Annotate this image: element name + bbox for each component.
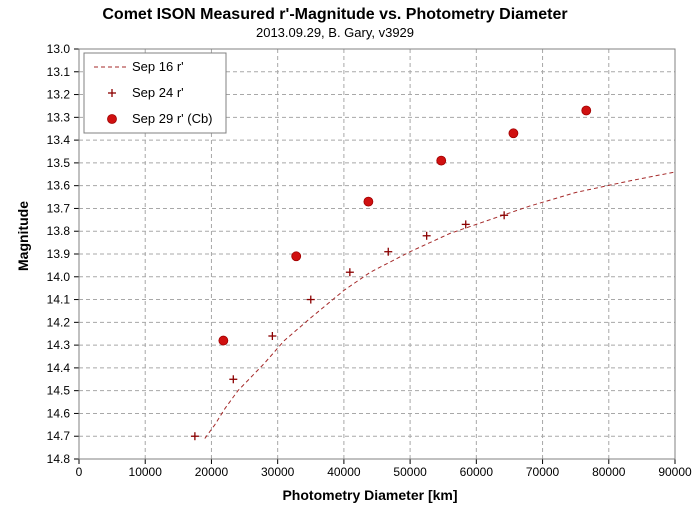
legend-label: Sep 16 r' [132, 59, 184, 74]
y-tick-label: 13.1 [47, 65, 71, 79]
y-axis-label: Magnitude [15, 201, 31, 271]
plot-frame [78, 48, 676, 460]
x-tick-label: 50000 [393, 465, 427, 479]
data-point-sep29 [218, 335, 229, 346]
data-point-sep24 [422, 231, 431, 240]
data-point-sep29 [291, 251, 302, 262]
data-point-sep24 [229, 375, 238, 384]
data-point-sep24 [500, 211, 509, 220]
data-point-sep29 [508, 128, 519, 139]
y-tick-label: 14.1 [47, 293, 71, 307]
x-tick-label: 20000 [195, 465, 229, 479]
legend: Sep 16 r' Sep 24 r' Sep 29 r' (Cb) [83, 52, 227, 134]
y-tick-label: 13.6 [47, 179, 71, 193]
y-tick-label: 13.9 [47, 247, 71, 261]
y-tick-label: 14.2 [47, 315, 71, 329]
y-tick-label: 13.3 [47, 110, 71, 124]
x-tick-label: 10000 [129, 465, 163, 479]
y-tick-label: 13.5 [47, 156, 71, 170]
series-line-sep16 [204, 171, 676, 439]
y-tick-label: 14.5 [47, 384, 71, 398]
x-tick-label: 80000 [592, 465, 626, 479]
legend-label: Sep 24 r' [132, 85, 184, 100]
data-point-sep24 [384, 247, 393, 256]
legend-swatch-sep24 [108, 89, 116, 97]
y-tick-label: 14.4 [47, 361, 71, 375]
x-tick-label: 70000 [526, 465, 560, 479]
x-axis-label: Photometry Diameter [km] [282, 487, 457, 503]
y-tick-label: 13.0 [47, 42, 71, 56]
y-tick-label: 14.7 [47, 429, 71, 443]
chart-subtitle: 2013.09.29, B. Gary, v3929 [256, 25, 414, 40]
y-tick-label: 14.0 [47, 270, 71, 284]
chart-title: Comet ISON Measured r'-Magnitude vs. Pho… [102, 6, 567, 23]
data-point-sep24 [306, 295, 315, 304]
x-tick-label: 30000 [261, 465, 295, 479]
x-tick-label: 0 [76, 465, 83, 479]
x-tick-label: 60000 [460, 465, 494, 479]
y-tick-label: 14.3 [47, 338, 71, 352]
legend-swatch-sep29 [107, 114, 117, 124]
x-tick-label: 90000 [658, 465, 692, 479]
data-point-sep24 [345, 268, 354, 277]
data-point-sep29 [436, 155, 447, 166]
data-point-sep24 [268, 332, 277, 340]
x-tick-label: 40000 [327, 465, 361, 479]
y-tick-label: 13.8 [47, 224, 71, 238]
y-tick-label: 13.7 [47, 201, 71, 215]
legend-label: Sep 29 r' (Cb) [132, 111, 213, 126]
y-tick-label: 14.6 [47, 406, 71, 420]
data-point-sep24 [190, 432, 199, 441]
y-tick-label: 14.8 [47, 452, 71, 466]
data-point-sep24 [461, 220, 470, 229]
data-point-sep29 [581, 105, 592, 116]
y-tick-label: 13.2 [47, 88, 71, 102]
data-point-sep29 [363, 196, 374, 207]
y-tick-label: 13.4 [47, 133, 71, 147]
